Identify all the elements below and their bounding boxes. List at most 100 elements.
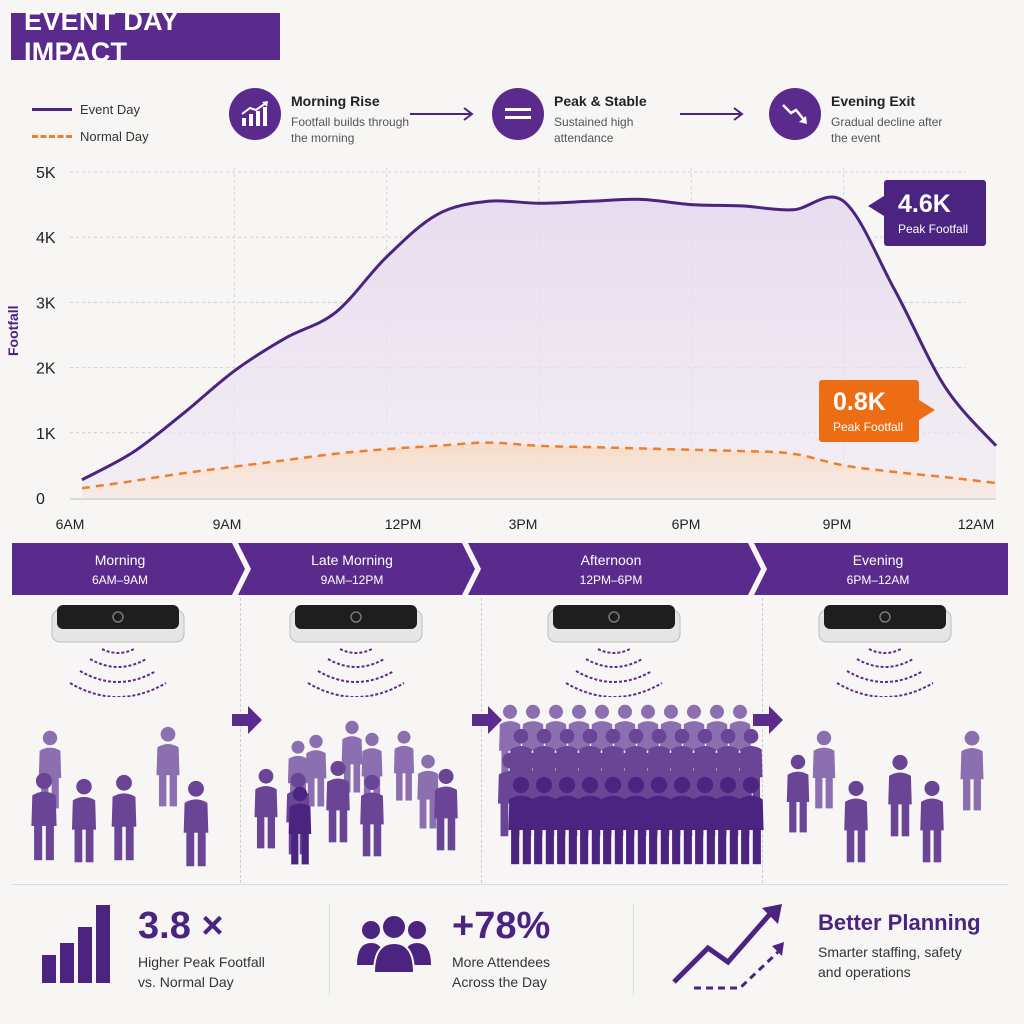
progress-arrow-icon: [753, 706, 783, 734]
person-figure: [600, 776, 626, 865]
phase-desc: Sustained high attendance: [554, 115, 634, 145]
person-figure: [326, 760, 350, 843]
person-figure: [183, 780, 209, 867]
person-figure: [646, 776, 672, 865]
person-figure: [341, 720, 363, 793]
legend-item-event: Event Day: [32, 96, 149, 123]
person-figure: [288, 786, 312, 865]
signal-waves-icon: [68, 645, 168, 702]
people-group-icon: [357, 915, 431, 974]
progress-arrow-icon: [472, 706, 502, 734]
person-figure: [786, 754, 810, 833]
time-band-strip: [12, 543, 1008, 595]
person-figure: [156, 726, 180, 807]
x-tick-label: 9AM: [213, 516, 242, 532]
y-tick-label: 1K: [36, 426, 56, 443]
person-figure: [360, 774, 384, 857]
x-tick-label: 12AM: [958, 516, 995, 532]
band-range: 12PM–6PM: [579, 573, 643, 587]
rising-bar-chart-icon: [229, 88, 281, 140]
person-figure: [577, 776, 603, 865]
sensor-device-icon: [547, 604, 681, 644]
stat-label-line1: Smarter staffing, safety: [818, 944, 962, 960]
phase-title: Morning Rise: [291, 93, 380, 109]
panel-divider: [762, 598, 763, 883]
person-figure: [844, 780, 868, 863]
y-tick-label: 3K: [36, 295, 56, 312]
sensor-device-icon: [51, 604, 185, 644]
legend-line-event: [32, 108, 72, 111]
band-range: 6PM–12AM: [846, 573, 910, 587]
person-figure: [960, 730, 984, 811]
person-figure: [531, 776, 557, 865]
chart-legend: Event Day Normal Day: [32, 96, 149, 150]
stat-more-attendees: +78% More Attendees Across the Day: [452, 904, 550, 992]
x-tick-label: 3PM: [509, 516, 538, 532]
progress-arrow-icon: [232, 706, 262, 734]
y-tick-label: 2K: [36, 361, 56, 378]
person-figure: [31, 772, 57, 861]
person-figure: [434, 768, 458, 851]
event-peak-value: 4.6K: [898, 190, 951, 218]
phase-desc: Footfall builds through the morning: [291, 115, 410, 145]
person-figure: [623, 776, 649, 865]
stat-value: Better Planning: [818, 910, 981, 935]
y-tick-label: 4K: [36, 230, 56, 247]
phase-evening-exit: Evening Exit Gradual decline after the e…: [769, 88, 951, 146]
stat-peak-multiplier: 3.8 × Higher Peak Footfall vs. Normal Da…: [138, 904, 265, 992]
person-figure: [920, 780, 944, 863]
event-day-area: [82, 196, 996, 498]
x-tick-label: 9PM: [823, 516, 852, 532]
event-peak-label: Peak Footfall: [898, 222, 969, 236]
normal-day-area: [82, 442, 996, 498]
event-day-line: [81, 195, 998, 482]
person-figure: [692, 776, 718, 865]
band-name: Late Morning: [311, 552, 393, 568]
person-figure: [305, 734, 327, 807]
person-figure: [555, 728, 579, 809]
phase-title: Evening Exit: [831, 93, 916, 109]
x-tick-label: 6AM: [56, 516, 85, 532]
panel-divider: [481, 598, 482, 883]
time-band-morning: Morning 6AM–9AM: [20, 550, 220, 590]
stat-better-planning: Better Planning Smarter staffing, safety…: [818, 908, 981, 982]
stat-label-line1: More Attendees: [452, 954, 551, 970]
stat-label-line1: Higher Peak Footfall: [138, 954, 265, 970]
x-tick-label: 12PM: [385, 516, 422, 532]
stat-label-line2: and operations: [818, 964, 911, 980]
x-tick-label: 6PM: [672, 516, 701, 532]
event-peak-callout: 4.6K Peak Footfall: [868, 180, 986, 246]
stat-label-line2: vs. Normal Day: [138, 974, 234, 990]
legend-item-normal: Normal Day: [32, 123, 149, 150]
stats-divider: [12, 884, 1008, 885]
phase-desc: Gradual decline after the event: [831, 115, 943, 145]
person-figure: [393, 730, 415, 801]
signal-waves-icon: [835, 645, 935, 702]
normal-peak-value: 0.8K: [833, 388, 886, 416]
person-figure: [361, 732, 383, 805]
band-name: Morning: [94, 552, 146, 568]
stat-value: +78%: [452, 905, 551, 947]
time-band-afternoon: Afternoon 12PM–6PM: [511, 550, 711, 590]
stat-divider: [329, 903, 330, 995]
person-figure: [508, 776, 534, 865]
person-figure: [812, 730, 836, 809]
stat-divider: [633, 903, 634, 995]
panel-divider: [240, 598, 241, 883]
normal-peak-callout: 0.8K Peak Footfall: [819, 380, 935, 442]
time-band-evening: Evening 6PM–12AM: [778, 550, 978, 590]
footfall-chart: 0 1K 2K 3K 4K 5K 6AM 9AM 12PM 3PM 6PM 9PM 12AM: [36, 165, 998, 532]
time-band-late-morning: Late Morning 9AM–12PM: [252, 550, 452, 590]
person-figure: [738, 776, 764, 865]
page-title: EVENT DAY IMPACT: [24, 5, 179, 67]
person-figure: [715, 776, 741, 865]
bar-chart-icon: [42, 905, 110, 983]
person-figure: [254, 768, 278, 849]
falling-trend-icon: [769, 88, 821, 140]
crowd-illustration: [31, 704, 984, 867]
legend-line-normal: [32, 135, 72, 138]
signal-waves-icon: [306, 645, 406, 702]
band-name: Afternoon: [580, 552, 642, 568]
y-axis-title: Footfall: [5, 305, 21, 356]
legend-label-event: Event Day: [80, 102, 140, 117]
